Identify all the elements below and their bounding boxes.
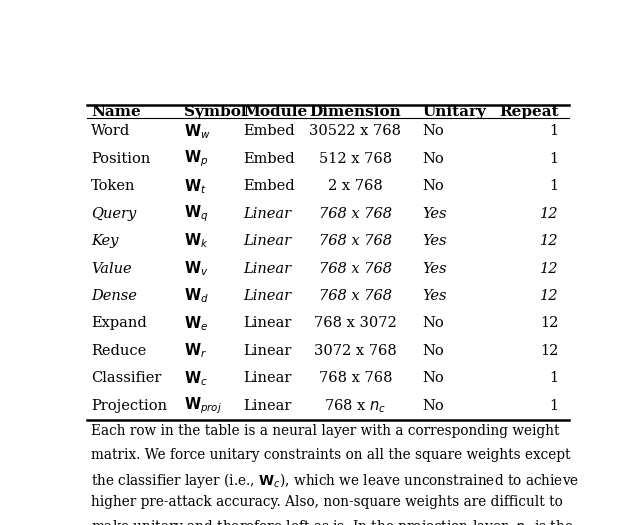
Text: Reduce: Reduce	[91, 344, 146, 358]
Text: 768 x 768: 768 x 768	[319, 207, 392, 220]
Text: No: No	[422, 317, 444, 330]
Text: 768 x 3072: 768 x 3072	[314, 317, 397, 330]
Text: Linear: Linear	[244, 317, 292, 330]
Text: 768 x 768: 768 x 768	[319, 371, 392, 385]
Text: Expand: Expand	[91, 317, 147, 330]
Text: $\mathbf{W}_{q}$: $\mathbf{W}_{q}$	[184, 203, 209, 224]
Text: 1: 1	[550, 371, 559, 385]
Text: 12: 12	[540, 207, 559, 220]
Text: 12: 12	[540, 289, 559, 303]
Text: $\mathbf{W}_{d}$: $\mathbf{W}_{d}$	[184, 287, 209, 306]
Text: Linear: Linear	[244, 399, 292, 413]
Text: 2 x 768: 2 x 768	[328, 179, 383, 193]
Text: 3072 x 768: 3072 x 768	[314, 344, 397, 358]
Text: No: No	[422, 371, 444, 385]
Text: No: No	[422, 124, 444, 138]
Text: 1: 1	[550, 179, 559, 193]
Text: Yes: Yes	[422, 261, 447, 276]
Text: 12: 12	[540, 317, 559, 330]
Text: Word: Word	[91, 124, 130, 138]
Text: Value: Value	[91, 261, 132, 276]
Text: $\mathbf{W}_{v}$: $\mathbf{W}_{v}$	[184, 259, 209, 278]
Text: Name: Name	[91, 104, 141, 119]
Text: 512 x 768: 512 x 768	[319, 152, 392, 166]
Text: Query: Query	[91, 207, 136, 220]
Text: the classifier layer (i.e., $\mathbf{W}_c$), which we leave unconstrained to ach: the classifier layer (i.e., $\mathbf{W}_…	[91, 471, 579, 490]
Text: Dense: Dense	[91, 289, 137, 303]
Text: No: No	[422, 152, 444, 166]
Text: Position: Position	[91, 152, 150, 166]
Text: $\mathbf{W}_{k}$: $\mathbf{W}_{k}$	[184, 232, 209, 250]
Text: Embed: Embed	[244, 152, 295, 166]
Text: 12: 12	[540, 261, 559, 276]
Text: Linear: Linear	[244, 344, 292, 358]
Text: higher pre-attack accuracy. Also, non-square weights are difficult to: higher pre-attack accuracy. Also, non-sq…	[91, 495, 563, 509]
Text: Embed: Embed	[244, 179, 295, 193]
Text: Embed: Embed	[244, 124, 295, 138]
Text: Key: Key	[91, 234, 118, 248]
Text: Linear: Linear	[244, 234, 292, 248]
Text: Projection: Projection	[91, 399, 167, 413]
Text: 30522 x 768: 30522 x 768	[309, 124, 401, 138]
Text: 768 x 768: 768 x 768	[319, 289, 392, 303]
Text: 768 x 768: 768 x 768	[319, 234, 392, 248]
Text: Linear: Linear	[244, 371, 292, 385]
Text: Linear: Linear	[244, 261, 292, 276]
Text: Each row in the table is a neural layer with a corresponding weight: Each row in the table is a neural layer …	[91, 424, 559, 438]
Text: Dimension: Dimension	[309, 104, 401, 119]
Text: No: No	[422, 399, 444, 413]
Text: $\mathbf{W}_{p}$: $\mathbf{W}_{p}$	[184, 149, 209, 169]
Text: matrix. We force unitary constraints on all the square weights except: matrix. We force unitary constraints on …	[91, 448, 570, 462]
Text: Unitary: Unitary	[422, 104, 486, 119]
Text: 1: 1	[550, 124, 559, 138]
Text: No: No	[422, 344, 444, 358]
Text: $\mathbf{W}_{r}$: $\mathbf{W}_{r}$	[184, 342, 207, 360]
Text: Repeat: Repeat	[499, 104, 559, 119]
Text: Yes: Yes	[422, 207, 447, 220]
Text: 768 x $n_c$: 768 x $n_c$	[324, 397, 387, 415]
Text: Module: Module	[244, 104, 308, 119]
Text: Linear: Linear	[244, 289, 292, 303]
Text: Yes: Yes	[422, 289, 447, 303]
Text: Classifier: Classifier	[91, 371, 161, 385]
Text: No: No	[422, 179, 444, 193]
Text: $\mathbf{W}_{w}$: $\mathbf{W}_{w}$	[184, 122, 211, 141]
Text: $\mathbf{W}_{e}$: $\mathbf{W}_{e}$	[184, 314, 208, 333]
Text: Token: Token	[91, 179, 136, 193]
Text: Linear: Linear	[244, 207, 292, 220]
Text: 768 x 768: 768 x 768	[319, 261, 392, 276]
Text: Yes: Yes	[422, 234, 447, 248]
Text: $\mathbf{W}_{proj}$: $\mathbf{W}_{proj}$	[184, 395, 222, 416]
Text: $\mathbf{W}_{t}$: $\mathbf{W}_{t}$	[184, 177, 207, 195]
Text: 1: 1	[550, 399, 559, 413]
Text: 1: 1	[550, 152, 559, 166]
Text: 12: 12	[540, 234, 559, 248]
Text: Symbol: Symbol	[184, 104, 247, 119]
Text: 12: 12	[540, 344, 559, 358]
Text: make unitary and therefore left as is. In the projection layer, $n_c$ is the: make unitary and therefore left as is. I…	[91, 518, 573, 525]
Text: $\mathbf{W}_{c}$: $\mathbf{W}_{c}$	[184, 369, 208, 388]
